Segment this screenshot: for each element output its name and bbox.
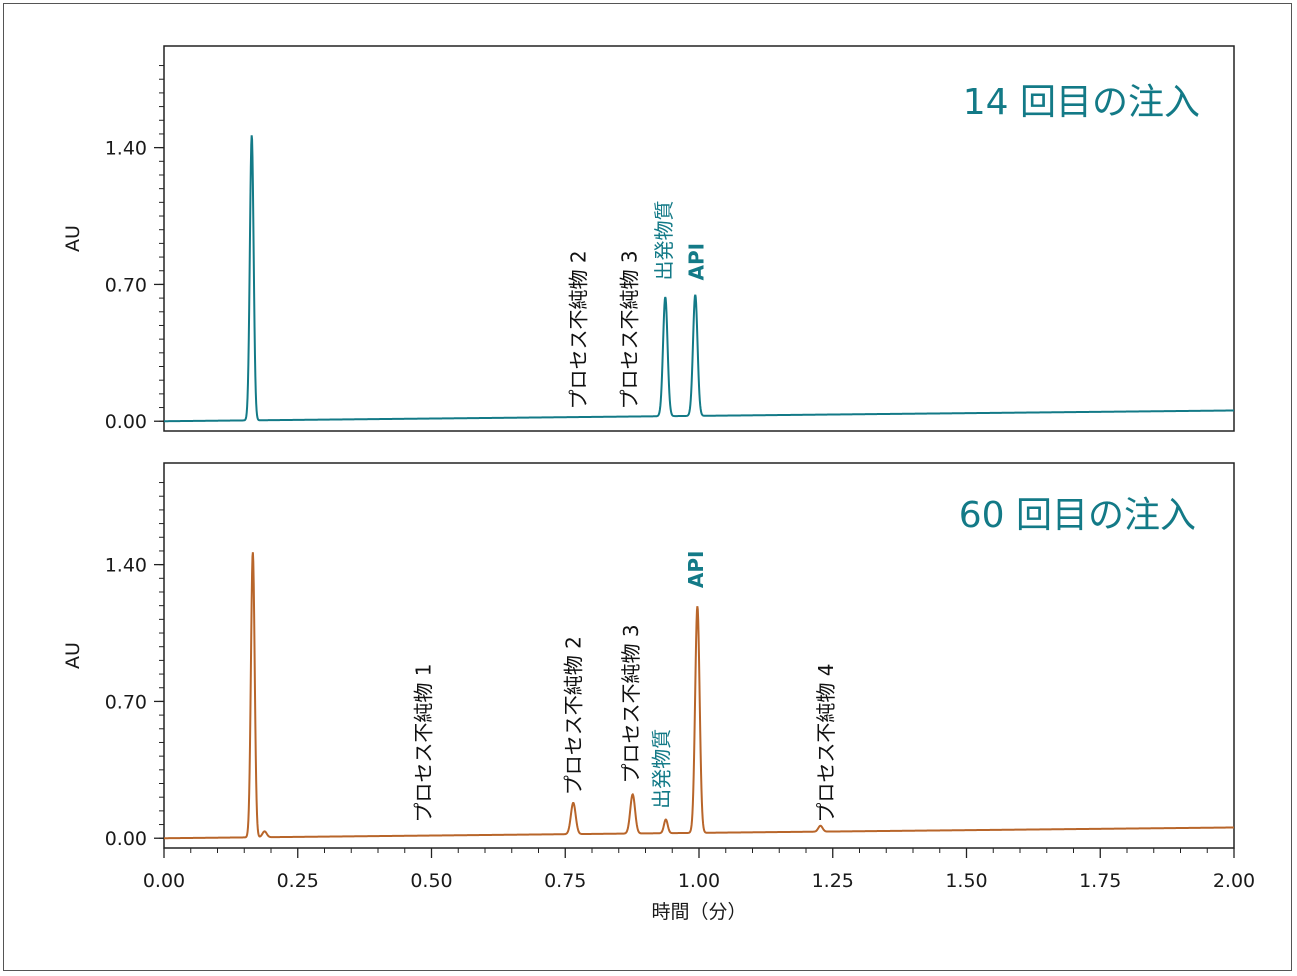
- x-tick-label: 0.50: [410, 870, 452, 892]
- x-tick-label: 0.25: [277, 870, 319, 892]
- x-tick-label: 0.00: [143, 870, 185, 892]
- x-tick-label: 1.50: [945, 870, 987, 892]
- peak-annotation: プロセス不純物 2: [567, 250, 591, 409]
- x-tick-label: 0.75: [544, 870, 586, 892]
- peak-annotation: プロセス不純物 2: [561, 636, 585, 795]
- figure-frame: [3, 3, 1292, 971]
- chromatogram-trace: [163, 135, 1234, 423]
- y-tick-label: 1.40: [105, 555, 147, 577]
- x-axis-label: 時間（分）: [651, 901, 746, 923]
- panel-title: 14 回目の注入: [963, 82, 1200, 123]
- y-tick-label: 1.40: [105, 138, 147, 160]
- peak-annotation: 出発物質: [652, 201, 676, 281]
- x-tick-label: 1.00: [678, 870, 720, 892]
- chart-panel-1: 1.40 0.70 0.00 AU プロセス不純物 2 プロセス不純物 3 出発物質 API 1…: [62, 45, 1235, 433]
- y-tick-label: 0.70: [105, 274, 147, 296]
- plot-area-frame: [163, 45, 1235, 432]
- peak-annotation: API: [684, 550, 708, 588]
- x-tick-label: 1.25: [812, 870, 854, 892]
- chart-panel-2: 1.40 0.70 0.00 AU 0.00 0.25 0.50 0.75 1.00 1.25 1.…: [62, 462, 1255, 923]
- x-tick-label: 1.75: [1079, 870, 1121, 892]
- y-tick-label: 0.00: [105, 828, 147, 850]
- peak-annotation: プロセス不純物 3: [617, 250, 641, 409]
- y-axis-label: AU: [62, 225, 84, 252]
- y-tick-label: 0.00: [105, 411, 147, 433]
- chromatogram-trace: [163, 552, 1234, 840]
- peak-annotation: プロセス不純物 4: [814, 664, 838, 823]
- peak-annotation: プロセス不純物 1: [411, 664, 435, 823]
- y-tick-label: 0.70: [105, 691, 147, 713]
- x-tick-label: 2.00: [1213, 870, 1255, 892]
- peak-annotation: プロセス不純物 3: [619, 624, 643, 783]
- panel-title: 60 回目の注入: [959, 495, 1196, 536]
- y-axis-label: AU: [62, 642, 84, 669]
- peak-annotation: API: [684, 243, 708, 281]
- peak-annotation: 出発物質: [650, 729, 674, 809]
